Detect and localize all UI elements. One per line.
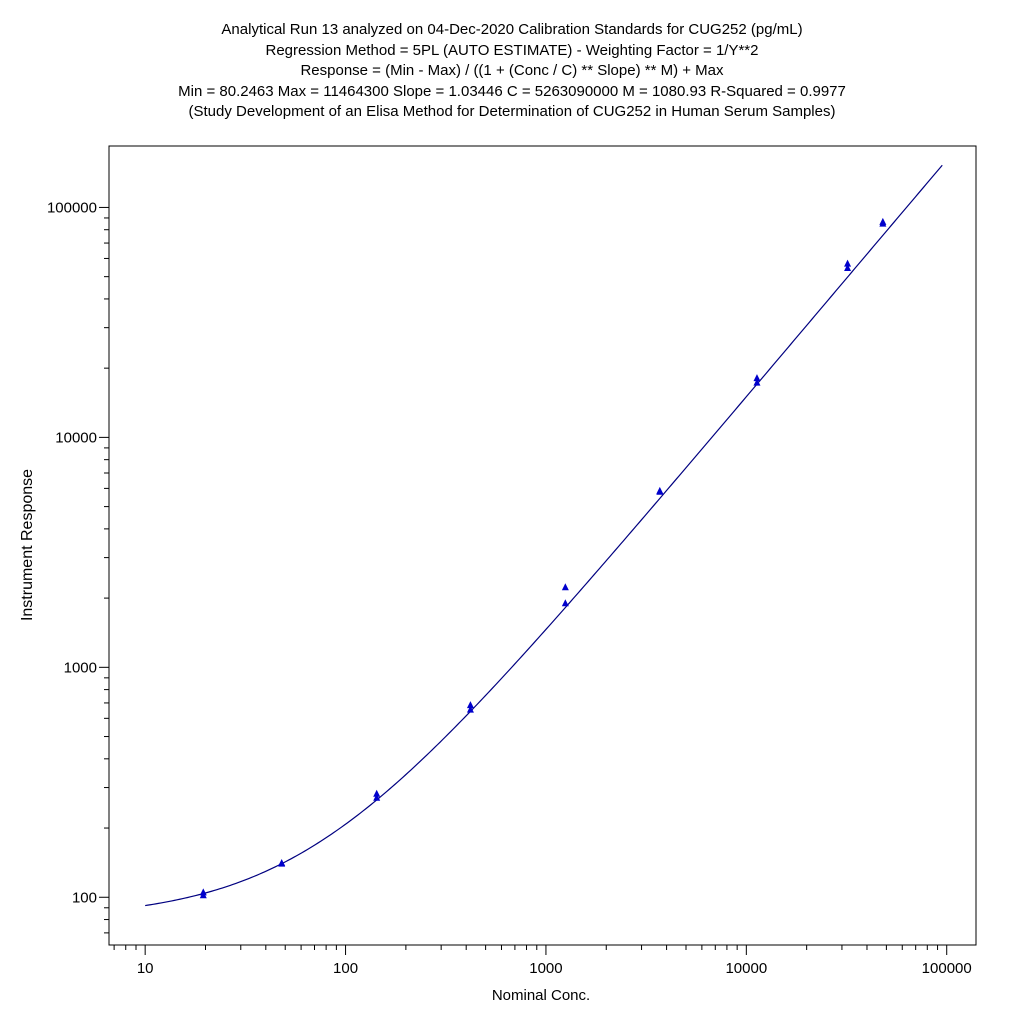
y-axis-label: Instrument Response (19, 468, 36, 622)
x-tick-label: 1000 (529, 960, 562, 977)
y-tick-label: 100000 (47, 199, 97, 216)
data-point (373, 793, 381, 801)
data-point (466, 701, 474, 709)
chart-title-line-4: Min = 80.2463 Max = 11464300 Slope = 1.0… (178, 82, 846, 100)
x-tick-label: 100 (333, 960, 358, 977)
x-tick-label: 100000 (922, 960, 972, 977)
x-tick-label: 10 (137, 960, 154, 977)
chart-title-line-2: Regression Method = 5PL (AUTO ESTIMATE) … (265, 41, 759, 59)
chart-title-line-5: (Study Development of an Elisa Method fo… (188, 103, 836, 121)
y-tick-label: 1000 (64, 659, 97, 676)
chart-title-line-1: Analytical Run 13 analyzed on 04-Dec-202… (221, 21, 803, 38)
x-axis-label: Nominal Conc. (491, 987, 591, 1004)
data-point (753, 378, 761, 386)
chart-title-block: Analytical Run 13 analyzed on 04-Dec-202… (0, 20, 1024, 123)
x-tick-label: 10000 (725, 960, 767, 977)
data-point (879, 219, 887, 227)
data-point (199, 891, 207, 899)
data-points (199, 217, 887, 899)
data-point (466, 705, 474, 713)
y-tick-label: 10000 (55, 429, 97, 446)
data-point (844, 259, 852, 267)
chart-title-line-3: Response = (Min - Max) / ((1 + (Conc / C… (300, 62, 724, 80)
data-point (561, 599, 569, 607)
x-axis: 10 100 1000 10000 100000 (113, 945, 972, 977)
data-point (656, 487, 664, 495)
data-point (844, 264, 852, 272)
data-point (278, 859, 286, 867)
plot-area (108, 145, 977, 946)
y-tick-label: 100 (72, 889, 97, 906)
data-point (561, 583, 569, 591)
data-point (753, 374, 761, 382)
fit-curve (145, 164, 943, 907)
y-axis: 100 1000 10000 100000 (47, 199, 109, 934)
data-point (373, 789, 381, 797)
